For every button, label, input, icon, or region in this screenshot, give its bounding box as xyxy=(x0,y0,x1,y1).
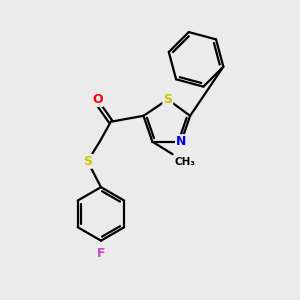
Text: N: N xyxy=(176,135,186,148)
Text: S: S xyxy=(163,93,172,106)
Text: S: S xyxy=(83,155,92,168)
Text: CH₃: CH₃ xyxy=(174,157,195,166)
Text: O: O xyxy=(92,93,103,106)
Text: F: F xyxy=(97,247,105,260)
